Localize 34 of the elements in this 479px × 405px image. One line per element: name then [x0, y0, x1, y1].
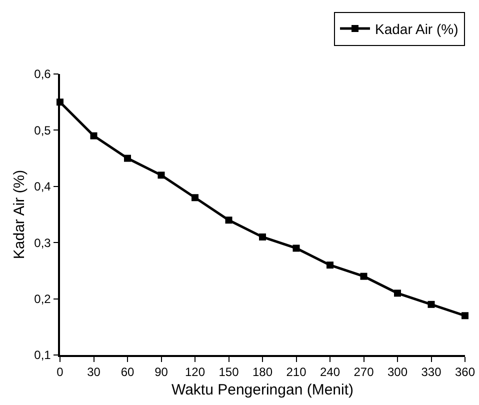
point	[259, 233, 266, 240]
x-axis-title: Waktu Pengeringan (Menit)	[171, 382, 354, 399]
point	[360, 272, 368, 280]
point	[90, 132, 98, 140]
legend-label: Kadar Air (%)	[375, 20, 458, 37]
x-tick-label: 180	[252, 365, 273, 380]
y-tick-label: 0,1	[34, 348, 52, 362]
x-tick-label: 30	[87, 365, 101, 380]
x-tick-label: 90	[154, 365, 168, 380]
point	[428, 300, 435, 308]
x-tick-label: 300	[387, 365, 408, 380]
y-axis-title: Kadar Air (%)	[10, 170, 28, 260]
point	[192, 194, 198, 202]
point	[462, 312, 468, 320]
y-tick-label: 0,3	[34, 236, 52, 250]
point	[394, 290, 401, 297]
point	[124, 154, 131, 162]
x-tick-label: 150	[218, 365, 240, 380]
y-tick-label: 0,5	[34, 123, 52, 138]
x-tick-label: 240	[320, 365, 340, 380]
point	[225, 216, 232, 224]
x-tick-label: 270	[354, 365, 374, 380]
point	[158, 172, 165, 179]
x-tick-label: 60	[120, 365, 134, 380]
x-tick-label: 360	[454, 365, 476, 380]
point	[292, 244, 300, 252]
x-tick-label: 210	[286, 365, 307, 380]
y-tick-label: 0,6	[34, 67, 52, 82]
x-tick-label: 120	[184, 365, 206, 380]
y-tick-label: 0,4	[34, 180, 52, 194]
x-tick-label: 330	[421, 365, 442, 380]
y-tick-label: 0,2	[34, 292, 52, 306]
point	[326, 262, 334, 269]
x-tick-label: 0	[56, 365, 64, 380]
